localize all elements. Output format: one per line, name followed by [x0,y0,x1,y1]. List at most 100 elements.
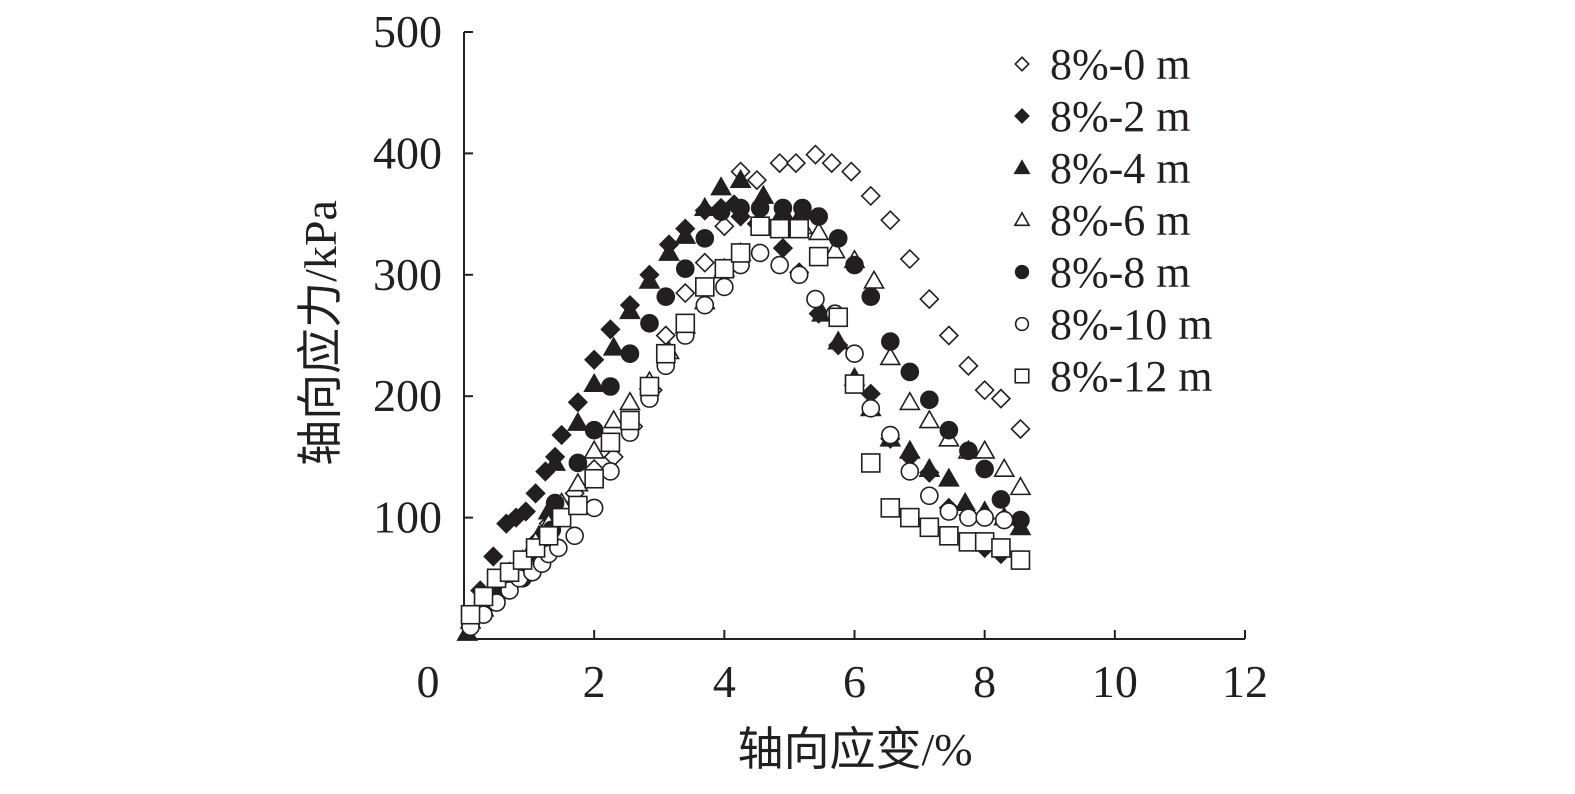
data-point [806,289,825,309]
data-point [551,424,572,446]
data-point [460,604,481,625]
data-point [938,325,960,346]
tick-labels: 0 2 4 6 8 10 12 100 200 300 400 500 [373,6,1268,707]
legend-label: 8%-4 m [1050,144,1191,193]
data-point [789,265,809,285]
data-point [975,508,994,527]
data-point [746,169,768,191]
data-point [639,376,660,397]
data-point [994,510,1014,530]
data-point [828,307,849,328]
data-point [619,300,641,320]
data-point [920,390,939,410]
data-point [991,538,1011,558]
data-point [827,330,850,350]
data-point [900,362,920,382]
legend-label: 8%-6 m [1050,196,1191,245]
data-point [900,462,920,481]
data-point [655,343,676,364]
data-point [993,457,1016,477]
data-point [900,507,920,528]
data-point [880,498,901,518]
data-point [583,439,606,459]
data-point [515,501,536,522]
data-point [1010,418,1031,440]
legend-item: 8%-0 m [1014,40,1191,89]
data-point [841,161,862,182]
legend-item: 8%-12 m [1014,352,1213,401]
legend-marker [1014,264,1030,280]
data-point [473,586,494,607]
data-point [937,467,960,487]
data-point [731,198,750,218]
data-point [880,210,901,231]
data-point [600,319,621,340]
data-point [567,411,589,431]
x-tick-label: 2 [583,656,606,707]
x-tick-label: 8 [973,656,996,707]
data-point [793,198,812,218]
y-axis-title: 轴向应力/kPa [295,200,346,466]
data-point [551,507,572,528]
x-tick-label: 6 [843,656,866,707]
data-point [918,457,941,477]
data-point [880,425,900,445]
data-point [695,229,715,248]
data-point [584,420,604,440]
legend-marker [1014,56,1030,72]
data-point [879,346,902,366]
data-point [675,259,695,279]
data-point [939,502,959,521]
legend-label: 8%-2 m [1050,92,1191,141]
data-point [525,483,546,504]
data-point [695,277,715,297]
legend-item: 8%-10 m [1014,300,1213,349]
data-point [959,441,978,461]
data-point [808,246,829,267]
data-point [619,391,641,411]
data-point [919,288,940,310]
data-point [584,498,604,518]
legend-marker [1013,211,1031,227]
data-point [807,221,830,241]
data-point [920,486,939,506]
data-point [714,216,735,237]
x-tick-label: 10 [1092,656,1138,707]
data-point [990,388,1012,409]
data-point [770,255,789,275]
legend-label: 8%-0 m [1050,40,1191,89]
y-tick-label: 100 [373,492,442,543]
data-point [750,243,770,263]
legend: 8%-0 m8%-2 m8%-4 m8%-6 m8%-8 m8%-10 m8%-… [1013,40,1213,401]
data-point [860,185,881,207]
data-point [601,377,620,396]
data-point [602,336,625,356]
data-point [601,462,620,481]
data-point [1010,550,1031,570]
data-point [675,313,696,334]
data-point [565,526,584,546]
data-point [860,453,881,473]
y-tick-label: 200 [373,370,442,421]
data-point [828,229,848,248]
legend-label: 8%-10 m [1050,300,1213,349]
y-tick-label: 300 [373,249,442,300]
y-tick-label: 400 [373,127,442,178]
data-point [844,374,865,394]
data-point [898,439,921,459]
data-point [710,176,732,196]
data-point [845,255,864,275]
x-axis-title: 轴向应变/% [737,724,972,775]
legend-item: 8%-8 m [1014,248,1191,297]
data-point [1009,476,1032,496]
data-point [789,218,809,239]
data-point [567,392,589,413]
data-point [583,372,606,392]
data-point [974,532,995,552]
data-point [658,241,680,261]
data-point [640,314,659,333]
data-point [954,491,977,511]
data-point [845,344,864,364]
